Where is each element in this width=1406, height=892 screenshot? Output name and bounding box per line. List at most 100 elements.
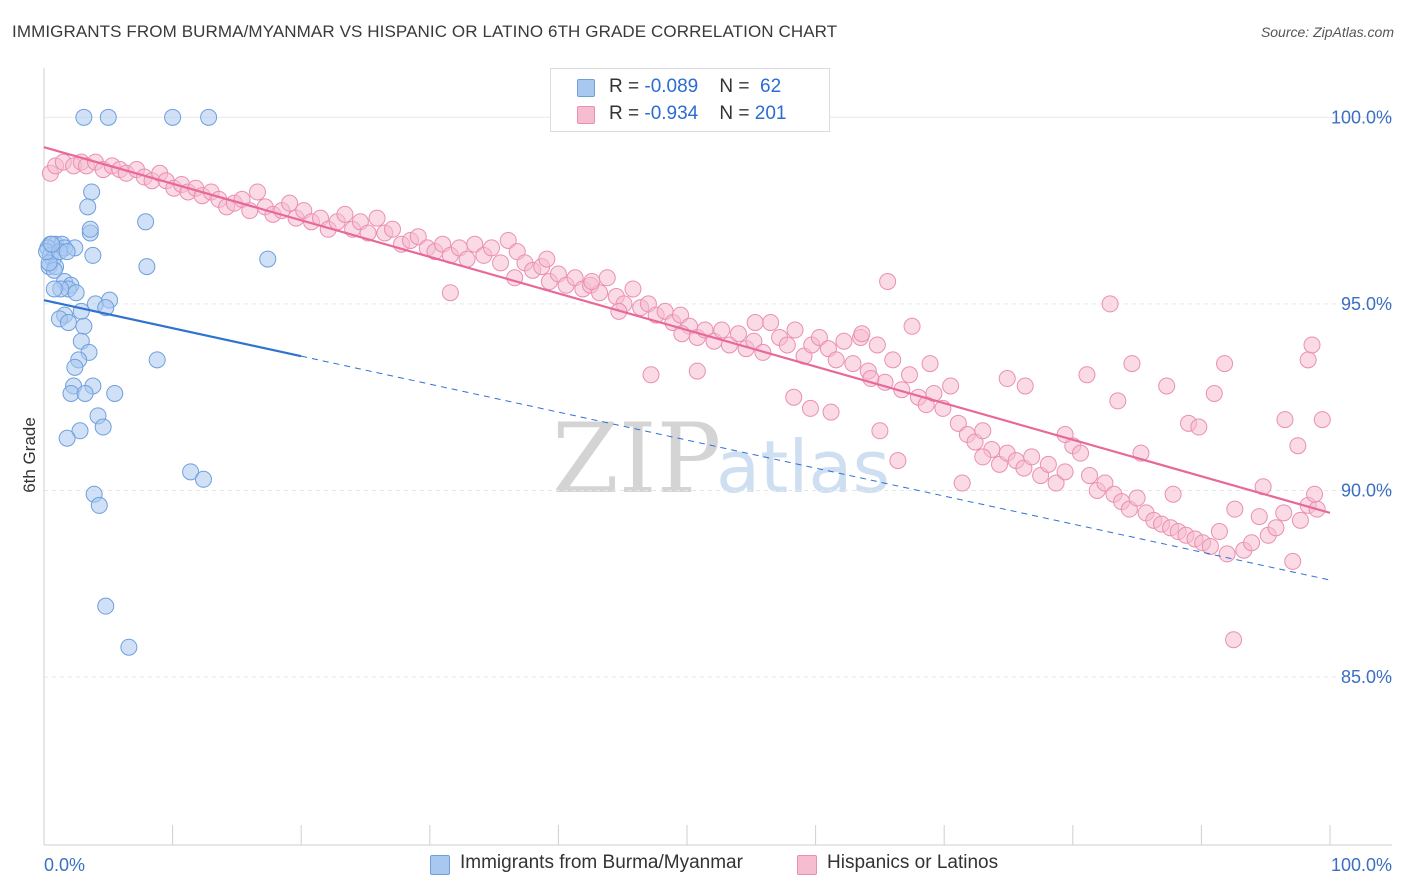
data-point xyxy=(746,314,764,332)
tick-labels: 100.0% 95.0% 90.0% 85.0% 0.0% 100.0% xyxy=(44,107,1392,875)
y-tick-label-0: 100.0% xyxy=(1331,107,1392,127)
data-point xyxy=(949,414,967,432)
axes xyxy=(43,68,1392,846)
data-point xyxy=(785,388,803,406)
data-point xyxy=(1218,545,1236,563)
data-point xyxy=(182,463,200,481)
data-point xyxy=(66,358,84,376)
data-point xyxy=(900,366,918,384)
data-point xyxy=(1291,511,1309,529)
data-point xyxy=(879,273,897,291)
data-point xyxy=(97,597,115,615)
data-point xyxy=(642,366,660,384)
data-point xyxy=(810,328,828,346)
data-point xyxy=(76,384,94,402)
data-point xyxy=(1101,295,1119,313)
data-point xyxy=(359,224,377,242)
data-point xyxy=(441,284,459,302)
y-tick-label-1: 95.0% xyxy=(1341,294,1392,314)
data-point xyxy=(1313,411,1331,429)
data-point xyxy=(483,239,501,257)
data-point xyxy=(1158,377,1176,395)
data-point xyxy=(1306,485,1324,503)
series-1 xyxy=(41,153,1331,649)
data-point xyxy=(336,205,354,223)
data-point xyxy=(583,273,601,291)
y-tick-label-3: 85.0% xyxy=(1341,667,1392,687)
data-point xyxy=(90,496,108,514)
data-point xyxy=(538,250,556,268)
data-point xyxy=(409,228,427,246)
data-point xyxy=(1243,534,1261,552)
data-point xyxy=(871,422,889,440)
data-point xyxy=(822,403,840,421)
data-point xyxy=(106,384,124,402)
trend-line-0 xyxy=(43,299,302,358)
data-point xyxy=(138,258,156,276)
data-point xyxy=(844,355,862,373)
data-point xyxy=(1225,631,1243,649)
data-point xyxy=(778,336,796,354)
data-point xyxy=(884,351,902,369)
data-point xyxy=(164,108,182,126)
data-point xyxy=(1267,519,1285,537)
data-point xyxy=(1056,463,1074,481)
data-point xyxy=(71,422,89,440)
trend-line-1 xyxy=(43,146,1331,514)
data-point xyxy=(1190,418,1208,436)
chart-title: IMMIGRANTS FROM BURMA/MYANMAR VS HISPANI… xyxy=(12,22,838,41)
data-point xyxy=(835,332,853,350)
data-point xyxy=(137,213,155,231)
data-point xyxy=(62,384,80,402)
legend-swatch-burma xyxy=(577,79,595,97)
data-point xyxy=(1216,355,1234,373)
data-point xyxy=(1109,392,1127,410)
watermark: ZIP atlas xyxy=(552,403,890,515)
data-point xyxy=(79,198,97,216)
data-point xyxy=(1210,523,1228,541)
data-point xyxy=(200,108,218,126)
data-point xyxy=(974,448,992,466)
trend-lines xyxy=(43,146,1331,581)
data-point xyxy=(368,209,386,227)
data-point xyxy=(1250,508,1268,526)
legend-row-burma: R = -0.089 N = 62 xyxy=(551,74,829,100)
data-point xyxy=(1128,489,1146,507)
data-point xyxy=(248,183,266,201)
data-point xyxy=(259,250,277,268)
data-point xyxy=(786,321,804,339)
data-point xyxy=(72,302,90,320)
data-point xyxy=(925,384,943,402)
x-tick-label-0: 0.0% xyxy=(44,855,85,875)
data-point xyxy=(1164,485,1182,503)
data-point xyxy=(1289,437,1307,455)
legend-text-hispanic: R = -0.934 N = 201 xyxy=(609,103,787,124)
data-point xyxy=(81,220,99,238)
legend-n-value-burma: 62 xyxy=(754,76,782,97)
data-point xyxy=(1072,444,1090,462)
data-point xyxy=(903,317,921,335)
data-point xyxy=(921,355,939,373)
y-tick-label-2: 90.0% xyxy=(1341,480,1392,500)
data-point xyxy=(672,306,690,324)
data-point xyxy=(1205,384,1223,402)
data-point xyxy=(120,638,138,656)
data-point xyxy=(624,280,642,298)
data-point xyxy=(953,474,971,492)
x-tick-label-1: 100.0% xyxy=(1331,855,1392,875)
data-point xyxy=(868,336,886,354)
data-point xyxy=(1276,411,1294,429)
data-point xyxy=(598,269,616,287)
data-point xyxy=(889,452,907,470)
data-point xyxy=(998,370,1016,388)
data-point xyxy=(83,183,101,201)
data-point xyxy=(194,470,212,488)
legend-swatch-hispanic xyxy=(577,106,595,124)
points xyxy=(38,108,1331,656)
data-point xyxy=(492,254,510,272)
data-point xyxy=(384,220,402,238)
data-point xyxy=(1201,537,1219,555)
legend-text-burma: R = -0.089 N = 62 xyxy=(609,76,782,97)
data-point xyxy=(713,321,731,339)
